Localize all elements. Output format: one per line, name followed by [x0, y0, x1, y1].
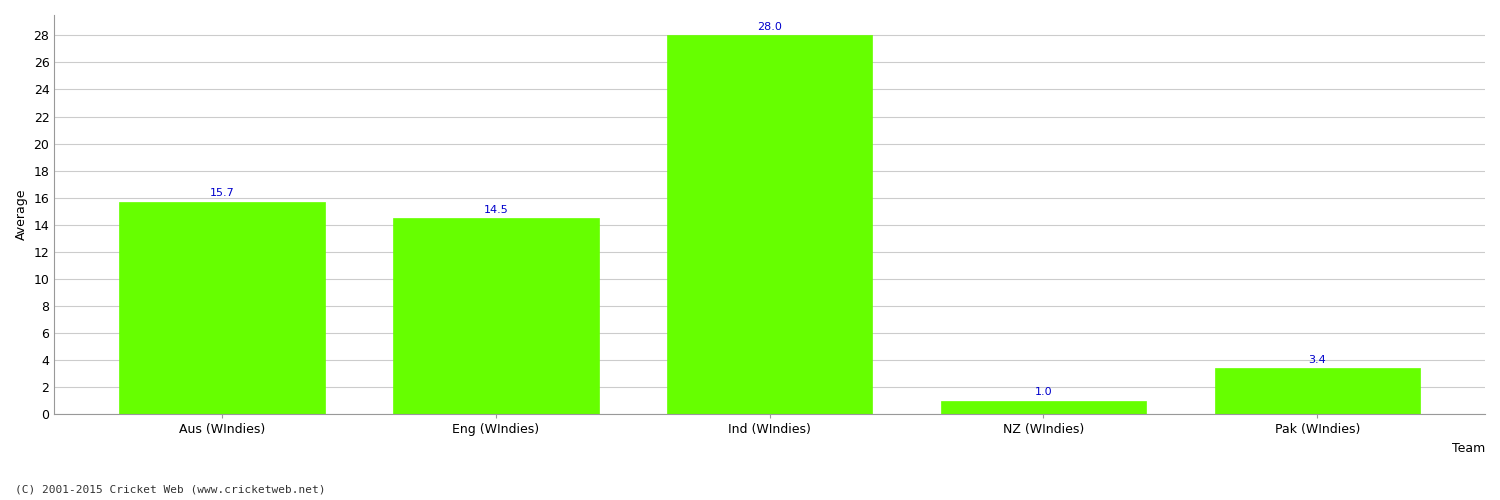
Bar [1215, 368, 1420, 414]
Bar [120, 202, 324, 414]
Text: 1.0: 1.0 [1035, 388, 1053, 398]
Text: 3.4: 3.4 [1308, 355, 1326, 365]
Bar [668, 36, 873, 414]
Text: 14.5: 14.5 [483, 204, 508, 214]
Bar [393, 218, 598, 414]
Text: 15.7: 15.7 [210, 188, 234, 198]
Text: (C) 2001-2015 Cricket Web (www.cricketweb.net): (C) 2001-2015 Cricket Web (www.cricketwe… [15, 485, 326, 495]
Y-axis label: Average: Average [15, 189, 28, 240]
X-axis label: Team: Team [1452, 442, 1485, 455]
Text: 28.0: 28.0 [758, 22, 782, 32]
Bar [940, 401, 1146, 414]
